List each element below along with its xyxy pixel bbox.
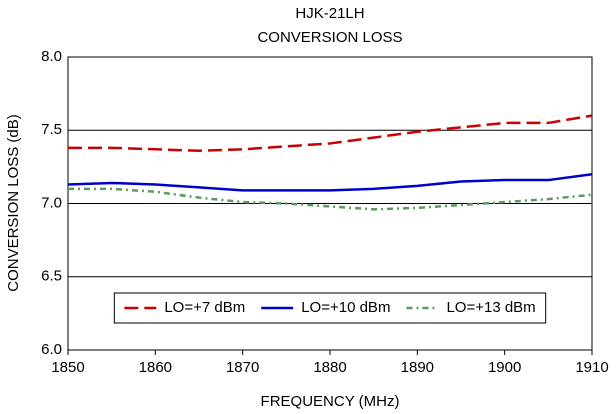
chart-subtitle: CONVERSION LOSS [257, 29, 402, 46]
data-line [67, 172, 593, 192]
y-axis-label: CONVERSION LOSS (dB) [5, 114, 22, 292]
y-tick-label: 7.0 [41, 194, 62, 211]
legend: LO=+7 dBm LO=+10 dBm LO=+13 dBm [113, 292, 547, 324]
data-line [68, 114, 593, 153]
y-tick-label: 7.5 [41, 121, 62, 138]
x-tick-label: 1890 [401, 359, 434, 376]
x-tick-label: 1880 [313, 359, 346, 376]
legend-label: LO=+7 dBm [164, 299, 245, 316]
x-tick-label: 1870 [226, 359, 259, 376]
y-tick-label: 6.5 [41, 268, 62, 285]
legend-label: LO=+13 dBm [446, 299, 535, 316]
legend-box [113, 292, 547, 324]
x-tick-label: 1860 [139, 359, 172, 376]
plot-frame [67, 56, 593, 351]
y-tick-label: 6.0 [41, 341, 62, 358]
x-axis-label: FREQUENCY (MHz) [261, 393, 400, 410]
legend-label: LO=+10 dBm [301, 299, 390, 316]
data-line [68, 187, 593, 211]
chart-title: HJK-21LH [295, 5, 364, 22]
x-tick-label: 1900 [488, 359, 521, 376]
y-tick-label: 8.0 [41, 48, 62, 65]
x-tick-label: 1850 [51, 359, 84, 376]
x-tick-label: 1910 [575, 359, 608, 376]
